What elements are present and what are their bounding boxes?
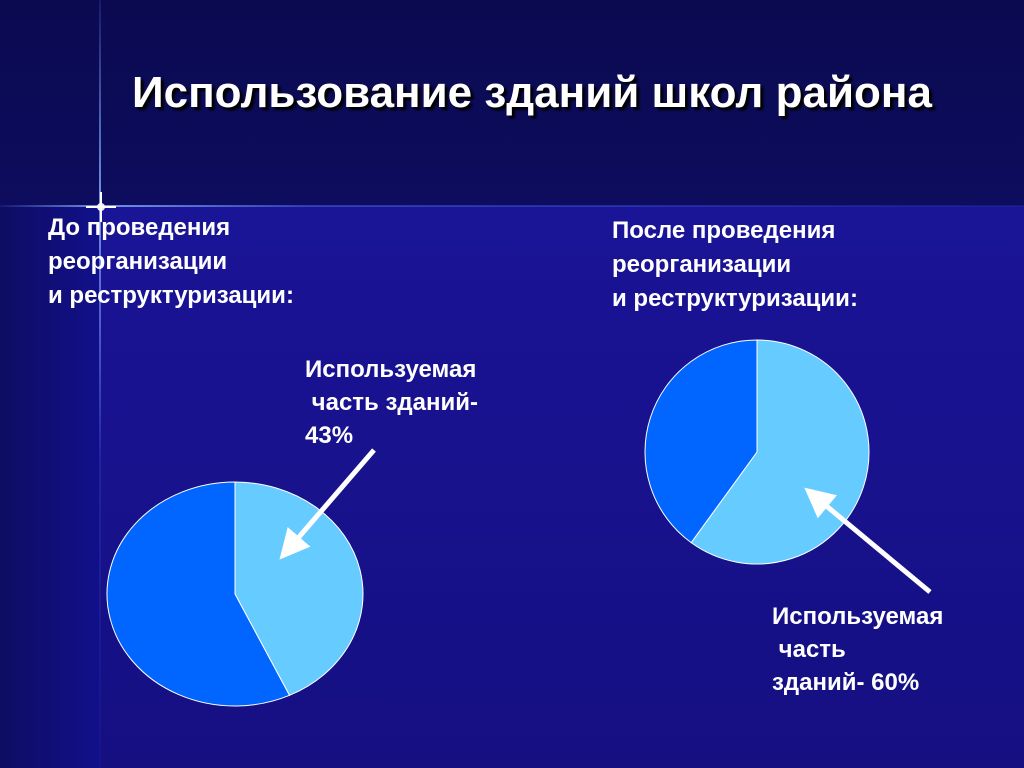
pie-chart-after	[644, 339, 870, 565]
page-title: Использование зданий школ района	[132, 68, 932, 117]
annotation-after: Используемая часть зданий- 60%	[772, 603, 944, 696]
left-band-background	[0, 206, 100, 768]
pie-chart-before	[106, 481, 364, 707]
sparkle-icon	[86, 192, 116, 222]
chart-title-after: После проведения реорганизации и реструк…	[612, 217, 858, 312]
horizontal-glow-line	[0, 205, 1024, 207]
header-background	[0, 0, 1024, 206]
pie-slice-1-1	[644, 339, 758, 544]
chart-title-before: До проведения реорганизации и реструктур…	[48, 214, 294, 309]
vertical-glow-line	[99, 0, 101, 768]
annotation-before: Используемая часть зданий- 43%	[305, 356, 478, 449]
pie-slice-0-1	[106, 481, 291, 707]
